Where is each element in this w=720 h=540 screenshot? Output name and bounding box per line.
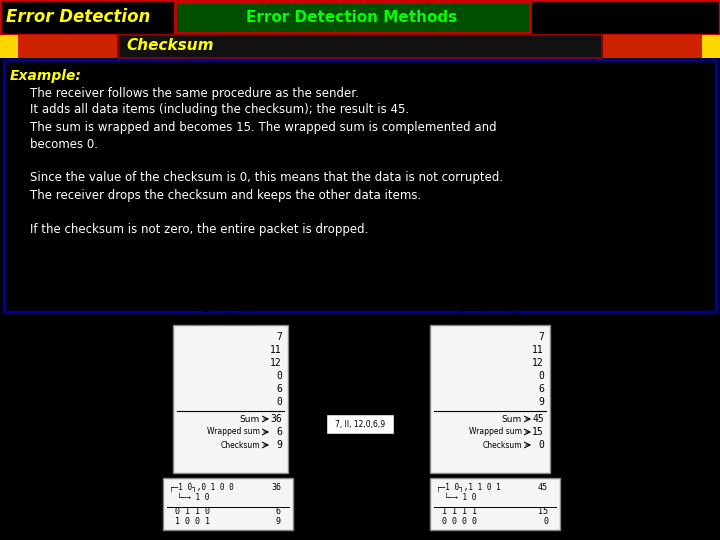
Text: Sum: Sum: [502, 415, 522, 423]
Text: 0: 0: [538, 440, 544, 450]
Bar: [430, 478, 560, 530]
Text: 0 1 1 0: 0 1 1 0: [175, 507, 210, 516]
Text: 1 0 0 1: 1 0 0 1: [175, 517, 210, 526]
Text: Checksum: Checksum: [220, 441, 260, 449]
Text: 7, II, 12,0,6,9: 7, II, 12,0,6,9: [335, 420, 385, 429]
Bar: [118, 35, 602, 58]
Text: 11: 11: [532, 345, 544, 355]
Text: 7: 7: [538, 332, 544, 342]
Text: 9: 9: [276, 517, 281, 526]
Text: 9: 9: [538, 397, 544, 407]
Text: 36: 36: [271, 483, 281, 491]
Text: Error Detection: Error Detection: [6, 8, 150, 26]
Text: Since the value of the checksum is 0, this means that the data is not corrupted.: Since the value of the checksum is 0, th…: [30, 172, 503, 185]
Text: If the checksum is not zero, the entire packet is dropped.: If the checksum is not zero, the entire …: [30, 222, 369, 235]
Text: 1 1 1 1: 1 1 1 1: [442, 507, 477, 516]
Text: 6: 6: [276, 507, 281, 516]
Text: Example:: Example:: [10, 69, 82, 83]
Text: The sum is wrapped and becomes 15. The wrapped sum is complemented and: The sum is wrapped and becomes 15. The w…: [30, 120, 497, 133]
Text: 9: 9: [276, 440, 282, 450]
Bar: [326, 414, 394, 434]
Text: 6: 6: [276, 427, 282, 437]
Text: Details of wrapping
and complementing: Details of wrapping and complementing: [453, 538, 537, 540]
Text: 12: 12: [532, 358, 544, 368]
Text: 0: 0: [538, 371, 544, 381]
Text: becomes 0.: becomes 0.: [30, 138, 98, 151]
Text: It adds all data items (including the checksum); the result is 45.: It adds all data items (including the ch…: [30, 104, 409, 117]
Text: 12: 12: [270, 358, 282, 368]
Text: ┌─1 0┐,0 1 0 0: ┌─1 0┐,0 1 0 0: [169, 482, 234, 491]
Bar: [173, 325, 288, 473]
Text: The receiver follows the same procedure as the sender.: The receiver follows the same procedure …: [30, 86, 359, 99]
Bar: [18, 35, 118, 58]
Text: └─→ 1 0: └─→ 1 0: [177, 494, 210, 503]
Text: Checksum: Checksum: [482, 441, 522, 449]
Text: Sender site: Sender site: [203, 311, 258, 321]
Text: 0: 0: [276, 397, 282, 407]
Text: 7: 7: [276, 332, 282, 342]
Text: 36: 36: [270, 414, 282, 424]
Bar: [702, 35, 720, 58]
Text: Details of wrapping
and complementing: Details of wrapping and complementing: [186, 538, 270, 540]
Bar: [163, 478, 293, 530]
Text: Checksum: Checksum: [126, 38, 214, 53]
Text: 0: 0: [543, 517, 548, 526]
Bar: [430, 325, 550, 473]
Bar: [602, 35, 702, 58]
Text: 45: 45: [532, 414, 544, 424]
Text: Error Detection Methods: Error Detection Methods: [246, 10, 458, 24]
Bar: [4, 60, 716, 312]
Text: Sum: Sum: [240, 415, 260, 423]
Text: 0 0 0 0: 0 0 0 0: [442, 517, 477, 526]
Text: 45: 45: [538, 483, 548, 491]
Text: └─→ 1 0: └─→ 1 0: [444, 494, 477, 503]
Text: Receiver site: Receiver site: [459, 311, 521, 321]
Bar: [0, 35, 18, 58]
Text: The receiver drops the checksum and keeps the other data items.: The receiver drops the checksum and keep…: [30, 188, 421, 201]
Text: 6: 6: [276, 384, 282, 394]
Bar: [175, 2, 530, 33]
Text: Packet: Packet: [345, 438, 375, 448]
Text: 15: 15: [532, 427, 544, 437]
Text: Wrapped sum: Wrapped sum: [469, 428, 522, 436]
Text: 0: 0: [276, 371, 282, 381]
Text: 6: 6: [538, 384, 544, 394]
Text: ┌─1 0┐,1 1 0 1: ┌─1 0┐,1 1 0 1: [436, 482, 500, 491]
Text: 15: 15: [538, 507, 548, 516]
Text: 11: 11: [270, 345, 282, 355]
Bar: [0, 0, 720, 35]
Text: Wrapped sum: Wrapped sum: [207, 428, 260, 436]
